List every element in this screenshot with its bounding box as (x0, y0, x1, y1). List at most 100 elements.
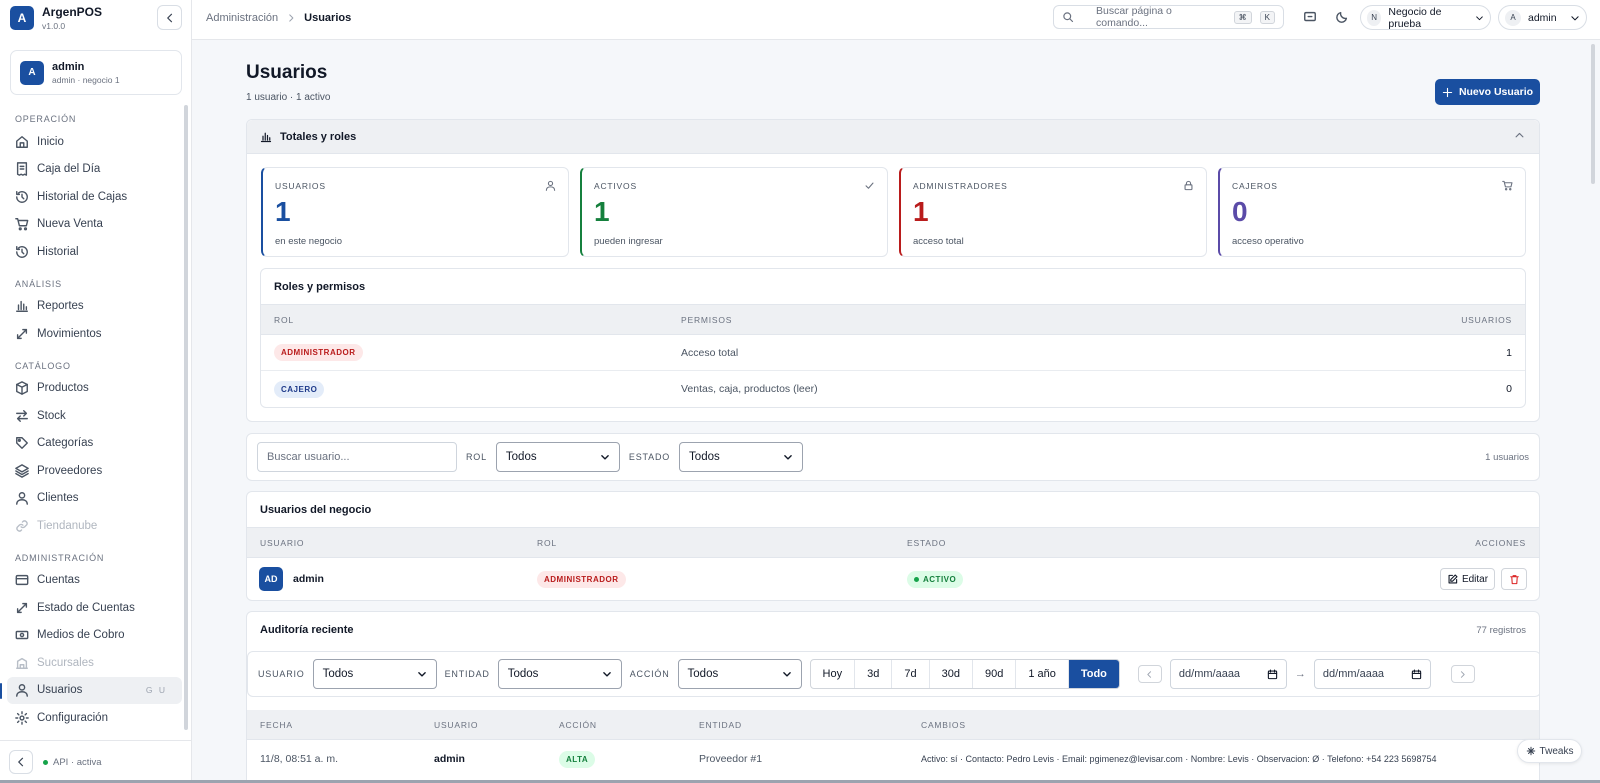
range-7d[interactable]: 7d (892, 660, 930, 688)
business-selector[interactable]: N Negocio de prueba (1360, 5, 1491, 30)
range-3d[interactable]: 3d (855, 660, 893, 688)
sidebar-item-reportes[interactable]: Reportes (0, 293, 182, 321)
chevron-up-icon (1515, 132, 1524, 138)
next-range-button[interactable] (1450, 665, 1475, 683)
usuarios-cell: 1 (1506, 346, 1512, 359)
sidebar-item-caja[interactable]: Caja del Día (0, 156, 182, 184)
avatar: AD (259, 567, 283, 591)
delete-user-button[interactable] (1501, 568, 1527, 590)
tweaks-button[interactable]: Tweaks (1517, 739, 1582, 763)
sidebar-item-medios-cobro[interactable]: Medios de Cobro (0, 622, 182, 650)
collapse-button[interactable] (9, 750, 33, 774)
audit-usuario-select[interactable]: Todos (312, 659, 437, 689)
date-from-input[interactable]: dd/mm/aaaa (1169, 659, 1287, 689)
date-to-input[interactable]: dd/mm/aaaa (1313, 659, 1431, 689)
chevron-down-icon (1571, 15, 1579, 20)
range-hoy[interactable]: Hoy (811, 660, 856, 688)
rol-select[interactable]: Todos (495, 442, 620, 472)
sidebar-item-productos[interactable]: Productos (0, 375, 182, 403)
history-icon (16, 190, 28, 203)
stat-hint: acceso operativo (1232, 236, 1304, 247)
sidebar-item-label: Inicio (37, 135, 64, 148)
sidebar-item-nueva-venta[interactable]: Nueva Venta (0, 211, 182, 239)
user-search-placeholder: Buscar usuario... (267, 451, 350, 463)
sidebar-item-label: Nueva Venta (37, 218, 103, 231)
search-placeholder: Buscar página o comando... (1096, 5, 1172, 29)
user-icon (16, 684, 28, 698)
new-user-label: Nuevo Usuario (1458, 86, 1534, 98)
col-rol: ROL (274, 314, 294, 325)
stat-value: 1 (594, 196, 610, 227)
date-range-segmented: Hoy 3d 7d 30d 90d 1 año Todo (809, 659, 1120, 689)
range-todo[interactable]: Todo (1068, 660, 1119, 688)
edit-user-button[interactable]: Editar (1440, 568, 1495, 590)
status-badge: ACTIVO (907, 570, 964, 588)
sidebar: A ArgenPOS v1.0.0 A admin admin · negoci… (0, 0, 192, 783)
roles-table-header: ROL PERMISOS USUARIOS (261, 305, 1525, 335)
sidebar-item-cuentas[interactable]: Cuentas (0, 567, 182, 595)
arrows-diagonal-icon (16, 328, 28, 339)
sidebar-nav: OPERACIÓN Inicio Caja del Día Historial … (0, 110, 190, 735)
sidebar-item-inicio[interactable]: Inicio (0, 128, 182, 156)
brand[interactable]: A ArgenPOS v1.0.0 (10, 5, 102, 31)
chevron-down-icon (417, 672, 426, 677)
sidebar-item-proveedores[interactable]: Proveedores (0, 457, 182, 485)
new-user-button[interactable]: Nuevo Usuario (1435, 79, 1540, 105)
business-avatar: N (1367, 9, 1382, 26)
sidebar-item-historial-cajas[interactable]: Historial de Cajas (0, 183, 182, 211)
table-row[interactable]: 11/8, 08:51 a. m. admin ALTA Proveedor #… (247, 740, 1539, 778)
main-scrollbar[interactable] (1591, 44, 1595, 184)
user-menu[interactable]: A admin (1498, 5, 1587, 30)
sidebar-item-label: Tiendanube (37, 519, 98, 532)
sidebar-scrollbar[interactable] (184, 105, 188, 730)
range-30d[interactable]: 30d (930, 660, 973, 688)
usuario-cell: admin (434, 753, 465, 765)
sidebar-item-tiendanube[interactable]: Tiendanube (0, 512, 182, 540)
user-search-input[interactable]: Buscar usuario... (257, 442, 457, 472)
sidebar-item-categorias[interactable]: Categorías (0, 430, 182, 458)
stat-card-cajeros: CAJEROS 0 acceso operativo (1218, 167, 1526, 257)
estado-select[interactable]: Todos (679, 442, 804, 472)
nav-section-analisis: ANÁLISIS (15, 278, 62, 289)
nav-section-administracion: ADMINISTRACIÓN (15, 552, 105, 563)
breadcrumb-administracion[interactable]: Administración (206, 12, 279, 24)
display-toggle-button[interactable] (1303, 10, 1317, 24)
table-row: ADMINISTRADOR Acceso total 1 (261, 335, 1525, 371)
calendar-icon (1411, 668, 1422, 679)
sidebar-item-label: Usuarios (37, 684, 83, 697)
sidebar-item-estado-cuentas[interactable]: Estado de Cuentas (0, 594, 182, 622)
prev-range-button[interactable] (1137, 665, 1162, 683)
edit-label: Editar (1461, 573, 1489, 585)
collapse-sidebar-button[interactable] (157, 5, 182, 30)
sidebar-item-clientes[interactable]: Clientes (0, 485, 182, 513)
shortcut-hint: G U (145, 685, 167, 696)
range-1-ano[interactable]: 1 año (1016, 660, 1069, 688)
sidebar-item-stock[interactable]: Stock (0, 402, 182, 430)
cart-icon (1502, 180, 1513, 191)
check-icon (865, 182, 874, 189)
command-search[interactable]: Buscar página o comando... ⌘ K (1053, 5, 1284, 29)
role-badge: CAJERO (274, 380, 325, 398)
role-badge: ADMINISTRADOR (274, 344, 363, 361)
sidebar-item-label: Stock (37, 409, 66, 422)
action-badge: ALTA (559, 750, 596, 768)
col-fecha: FECHA (260, 719, 293, 730)
col-accion: ACCIÓN (559, 719, 597, 730)
sidebar-item-usuarios[interactable]: Usuarios G U (0, 676, 182, 704)
cart-icon (15, 218, 29, 231)
totals-header[interactable]: Totales y roles (247, 120, 1539, 154)
date-to-placeholder: dd/mm/aaaa (1322, 668, 1385, 680)
audit-accion-select[interactable]: Todos (677, 659, 802, 689)
range-90d[interactable]: 90d (973, 660, 1017, 688)
kbd-cmd: ⌘ (1233, 10, 1252, 24)
user-card[interactable]: A admin admin · negocio 1 (10, 50, 182, 95)
audit-entidad-select[interactable]: Todos (497, 659, 622, 689)
sidebar-item-movimientos[interactable]: Movimientos (0, 320, 182, 348)
sidebar-item-historial[interactable]: Historial (0, 238, 182, 266)
layers-icon (15, 463, 29, 478)
sidebar-item-configuracion[interactable]: Configuración (0, 704, 182, 732)
sidebar-item-sucursales[interactable]: Sucursales (0, 649, 182, 677)
chevron-right-icon (289, 14, 294, 22)
theme-toggle-button[interactable] (1335, 10, 1349, 24)
box-icon (16, 381, 28, 396)
